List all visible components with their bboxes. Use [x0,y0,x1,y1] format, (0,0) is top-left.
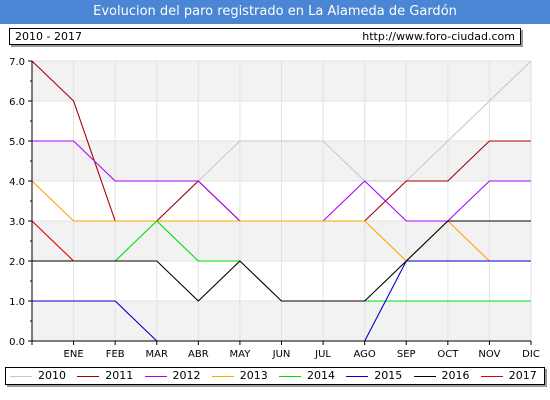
legend-swatch [279,376,301,377]
y-tick-label: 4.0 [9,177,25,188]
legend-item-2011: 2011 [77,368,140,384]
legend-label: 2014 [307,369,335,382]
legend-item-2014: 2014 [279,368,342,384]
legend-item-2012: 2012 [144,368,208,384]
source-url: http://www.foro-ciudad.com [362,30,515,43]
x-tick-label: MAY [230,349,252,360]
x-tick-label: JUL [314,349,331,360]
y-tick-label: 6.0 [9,97,25,108]
series-line-2016 [32,220,531,302]
legend-item-2013: 2013 [211,368,275,384]
x-tick-label: OCT [437,349,459,360]
x-tick-label: JUN [272,349,291,360]
legend-swatch [211,376,234,377]
legend-label: 2013 [239,369,268,382]
chart-legend: 2010 2011 2012 2013 2014 2015 2016 2017 [5,367,545,385]
series-line-2010 [156,60,532,222]
x-tick-label: FEB [106,349,125,360]
legend-label: 2016 [441,369,470,382]
x-tick-label: NOV [478,349,500,360]
legend-swatch [346,376,369,377]
legend-item-2016: 2016 [413,368,477,384]
series-line-2015 [32,260,531,342]
legend-label: 2010 [38,369,66,382]
y-tick-label: 5.0 [9,137,25,148]
x-tick-label: ENE [64,349,84,360]
y-tick-label: 2.0 [9,257,25,268]
x-tick-label: SEP [397,349,416,360]
info-bar: 2010 - 2017 http://www.foro-ciudad.com [9,28,521,45]
y-tick-label: 1.0 [9,297,25,308]
x-tick-label: ABR [188,349,209,360]
legend-swatch [77,376,100,377]
legend-label: 2012 [172,369,201,382]
series-line-2014 [114,220,531,302]
x-tick-label: MAR [146,349,168,360]
legend-label: 2011 [105,369,134,382]
x-tick-label: AGO [354,349,376,360]
y-tick-label: 0.0 [9,337,25,348]
legend-item-2017: 2017 [480,368,544,384]
legend-swatch [10,376,32,377]
legend-swatch [144,376,167,377]
y-tick-label: 7.0 [9,57,25,68]
legend-item-2010: 2010 [10,368,73,384]
y-tick-label: 3.0 [9,217,25,228]
series-line-2017 [31,220,74,262]
legend-label: 2017 [508,369,537,382]
legend-item-2015: 2015 [346,368,409,384]
chart-title: Evolucion del paro registrado en La Alam… [0,0,550,24]
period-label: 2010 - 2017 [15,30,82,43]
x-tick-label: DIC [522,349,540,360]
legend-label: 2015 [374,369,403,382]
legend-swatch [480,376,503,377]
legend-swatch [413,376,436,377]
